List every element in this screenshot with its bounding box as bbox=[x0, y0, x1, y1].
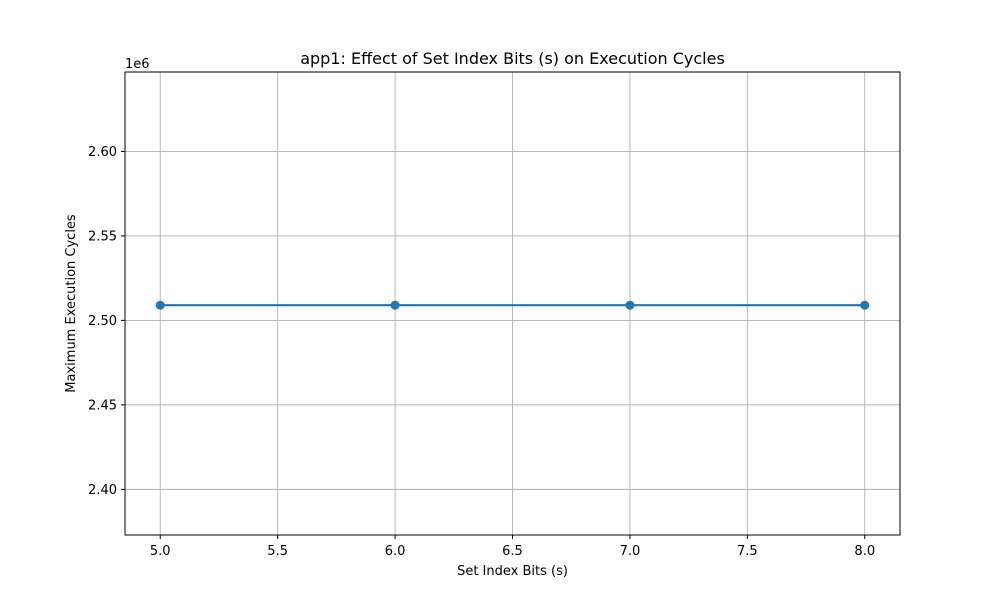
x-tick-label: 6.5 bbox=[502, 544, 523, 559]
x-tick-label: 5.0 bbox=[150, 544, 171, 559]
series-layer bbox=[155, 300, 870, 310]
y-axis: 2.40 2.45 2.50 2.55 2.60 bbox=[88, 145, 125, 498]
grid bbox=[125, 72, 900, 535]
x-axis-label: Set Index Bits (s) bbox=[457, 564, 568, 579]
x-tick-label: 7.5 bbox=[737, 544, 758, 559]
y-tick-label: 2.40 bbox=[88, 483, 117, 498]
y-axis-label: Maximum Execution Cycles bbox=[64, 214, 79, 393]
x-tick-label: 5.5 bbox=[267, 544, 288, 559]
chart-title: app1: Effect of Set Index Bits (s) on Ex… bbox=[300, 49, 725, 68]
x-tick-label: 7.0 bbox=[620, 544, 641, 559]
y-tick-label: 2.50 bbox=[88, 314, 117, 329]
data-point bbox=[625, 300, 635, 310]
y-offset-label: 1e6 bbox=[125, 57, 150, 72]
x-axis: 5.0 5.5 6.0 6.5 7.0 7.5 8.0 bbox=[150, 535, 875, 559]
y-tick-label: 2.45 bbox=[88, 398, 117, 413]
data-point bbox=[860, 300, 870, 310]
y-tick-label: 2.55 bbox=[88, 229, 117, 244]
y-tick-label: 2.60 bbox=[88, 145, 117, 160]
x-tick-label: 8.0 bbox=[854, 544, 875, 559]
data-point bbox=[155, 300, 165, 310]
data-point bbox=[390, 300, 400, 310]
x-tick-label: 6.0 bbox=[385, 544, 406, 559]
